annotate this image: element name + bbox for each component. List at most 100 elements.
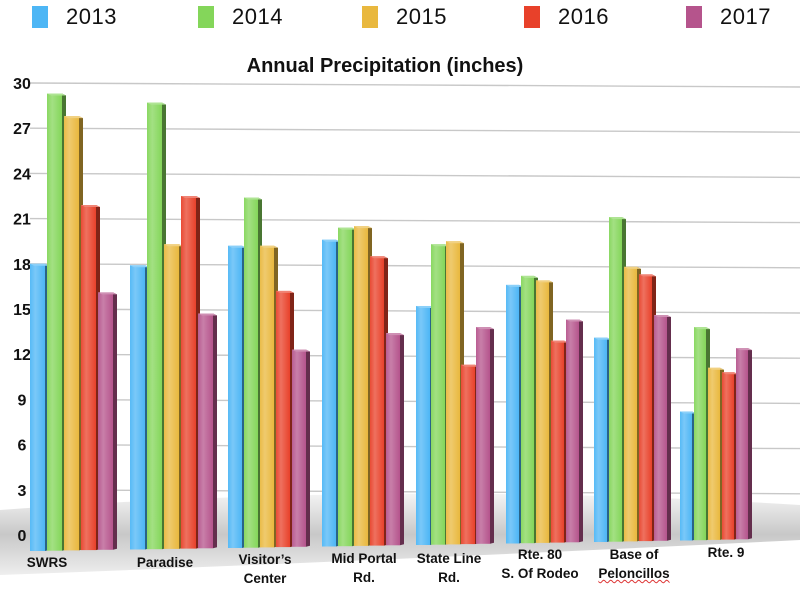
bar-top (198, 313, 217, 316)
bar-2013-7 (680, 411, 692, 541)
bar-top (181, 196, 200, 198)
bar-2013-1 (130, 265, 145, 550)
bar-2016-2 (276, 290, 290, 548)
bar-top (506, 284, 523, 287)
legend-label: 2014 (232, 4, 283, 29)
x-tick-label-line: Rd. (353, 570, 375, 585)
x-tick-label: Mid Portal Rd. (304, 549, 424, 587)
bar-top (476, 327, 494, 330)
bar-2016-7 (722, 372, 734, 540)
bar-2016-3 (370, 256, 384, 546)
bar-top (736, 348, 752, 351)
bar-top (338, 227, 356, 230)
bar-2015-7 (708, 367, 720, 540)
bar-top (624, 266, 641, 269)
bar-side (490, 327, 494, 544)
bar-top (639, 274, 656, 277)
bar-top (594, 337, 611, 340)
x-tick-label-line: Peloncillos (574, 564, 694, 583)
bar-group-5 (506, 275, 583, 544)
bar-2017-4 (476, 327, 490, 544)
bar-top (276, 290, 294, 293)
bar-2015-3 (354, 226, 368, 546)
bar-2014-2 (244, 197, 258, 548)
bar-2017-0 (98, 292, 113, 550)
bar-side (579, 319, 583, 543)
legend-item-2015: 2015 (362, 4, 447, 30)
bar-top (164, 244, 183, 247)
bar-top (386, 333, 404, 336)
bar-group-6 (594, 217, 671, 542)
bar-2013-2 (228, 245, 242, 548)
x-tick-label-line: Visitor’s (238, 552, 292, 567)
bar-top (708, 367, 724, 370)
gridline (29, 127, 800, 133)
bar-2014-3 (338, 227, 352, 547)
legend-label: 2017 (720, 4, 771, 29)
legend-label: 2016 (558, 4, 609, 29)
bar-top (461, 364, 479, 367)
y-tick-label: 3 (18, 483, 27, 500)
x-tick-label: Visitor’s Center (205, 550, 325, 588)
bar-2016-5 (551, 340, 564, 543)
y-tick-label: 30 (13, 76, 31, 93)
y-tick-label: 6 (18, 438, 27, 455)
legend-item-2017: 2017 (686, 4, 771, 30)
bar-side (306, 349, 310, 547)
x-tick-label: State Line Rd. (389, 549, 509, 587)
bar-2016-0 (81, 205, 96, 551)
bar-group-7 (680, 327, 752, 541)
chart-title: Annual Precipitation (inches) (246, 55, 524, 77)
gridline (29, 217, 800, 224)
x-tick-label: Base of Peloncillos (574, 545, 694, 583)
bar-group-1 (130, 102, 217, 550)
bar-top (694, 327, 710, 330)
legend-swatch (32, 6, 48, 28)
bar-group-0 (30, 93, 117, 551)
x-tick-label-line: Rd. (438, 570, 460, 585)
bar-top (147, 102, 166, 105)
gridline (29, 82, 800, 88)
bar-2014-0 (47, 93, 62, 551)
x-tick-label: Paradise (105, 553, 225, 572)
bar-2017-7 (736, 348, 748, 540)
bar-top (551, 340, 568, 343)
bar-group-3 (322, 226, 404, 547)
y-tick-label: 21 (13, 212, 31, 229)
legend-label: 2013 (66, 4, 117, 29)
bar-2015-4 (446, 241, 460, 545)
y-tick-label: 15 (13, 302, 31, 319)
bar-top (292, 349, 310, 352)
bar-top (566, 319, 583, 322)
bar-2014-6 (609, 217, 622, 542)
bar-top (30, 263, 49, 266)
x-tick-label-line: Base of (609, 547, 659, 562)
bar-top (354, 226, 372, 229)
y-tick-label: 27 (13, 121, 31, 138)
legend-swatch (686, 6, 702, 28)
bar-top (521, 275, 538, 278)
bar-2013-5 (506, 284, 519, 544)
bar-2015-5 (536, 280, 549, 543)
bar-2017-3 (386, 333, 400, 546)
bar-top (130, 265, 149, 268)
gridline (29, 172, 800, 179)
x-tick-label: Rte. 9 (666, 543, 786, 562)
bar-2017-1 (198, 313, 213, 549)
bar-top (446, 241, 464, 244)
legend-item-2013: 2013 (32, 4, 117, 30)
bar-2017-5 (566, 319, 579, 543)
x-tick-label-line: Mid Portal (331, 551, 397, 566)
bar-side (748, 348, 752, 540)
bar-2013-0 (30, 263, 45, 551)
x-tick-label-line: SWRS (26, 555, 68, 570)
x-tick-label-line: Center (243, 571, 287, 586)
bar-top (536, 280, 553, 283)
y-tick-label: 12 (13, 347, 31, 364)
bar-top (81, 205, 100, 208)
bar-2015-6 (624, 266, 637, 542)
x-tick-label: SWRS (0, 553, 107, 572)
bar-top (260, 245, 278, 248)
bar-2014-5 (521, 275, 534, 544)
